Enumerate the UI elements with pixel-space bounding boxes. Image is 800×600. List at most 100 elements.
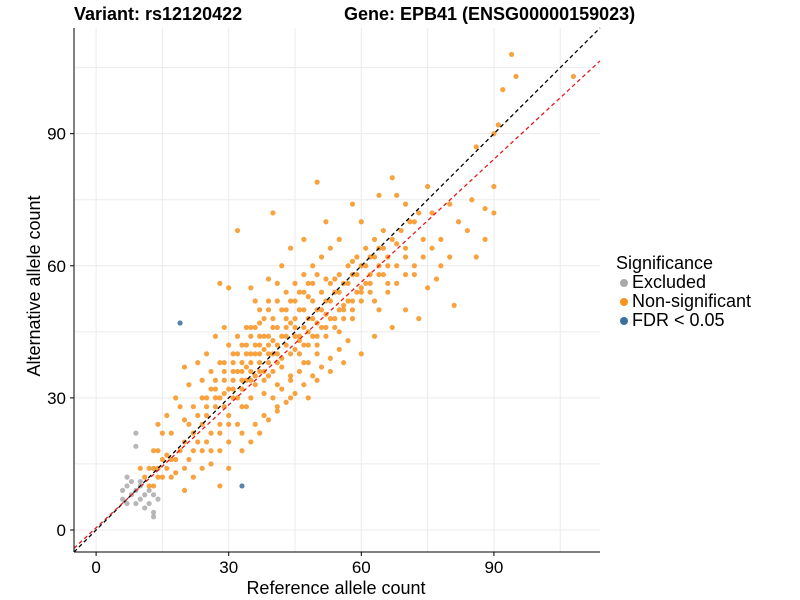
point-non-significant <box>274 382 280 388</box>
point-non-significant <box>248 324 254 331</box>
point-non-significant <box>318 254 325 260</box>
point-non-significant <box>345 298 351 304</box>
point-non-significant <box>296 338 303 344</box>
point-non-significant <box>473 144 479 150</box>
point-excluded <box>150 514 157 520</box>
point-non-significant <box>248 377 254 383</box>
point-non-significant <box>208 461 214 467</box>
point-non-significant <box>274 324 280 331</box>
point-fdr-0-05 <box>239 483 245 489</box>
point-non-significant <box>252 351 258 357</box>
point-non-significant <box>239 430 245 436</box>
point-non-significant <box>429 245 435 251</box>
point-non-significant <box>495 122 501 128</box>
point-non-significant <box>243 324 249 331</box>
point-non-significant <box>279 307 285 313</box>
point-non-significant <box>314 271 320 278</box>
point-non-significant <box>252 324 258 331</box>
point-non-significant <box>270 395 276 401</box>
point-non-significant <box>248 360 254 366</box>
point-non-significant <box>230 377 236 383</box>
point-non-significant <box>349 316 356 322</box>
point-non-significant <box>181 487 188 493</box>
point-non-significant <box>371 254 378 260</box>
point-non-significant <box>195 412 201 419</box>
point-non-significant <box>402 271 409 278</box>
point-non-significant <box>168 474 174 480</box>
point-non-significant <box>292 324 298 331</box>
point-non-significant <box>150 465 157 471</box>
point-non-significant <box>327 280 333 286</box>
point-non-significant <box>341 316 347 322</box>
point-non-significant <box>296 289 303 295</box>
point-non-significant <box>257 342 263 348</box>
point-non-significant <box>217 360 223 366</box>
point-non-significant <box>226 412 232 419</box>
point-non-significant <box>407 219 413 225</box>
point-non-significant <box>310 280 316 286</box>
point-non-significant <box>261 390 267 397</box>
point-non-significant <box>394 241 400 247</box>
point-non-significant <box>186 382 192 388</box>
point-non-significant <box>195 360 201 366</box>
point-non-significant <box>336 236 342 242</box>
legend-label-excluded: Excluded <box>632 272 707 292</box>
point-non-significant <box>363 280 369 286</box>
point-non-significant <box>296 307 303 313</box>
variant-title: Variant: rs12120422 <box>74 4 243 24</box>
point-non-significant <box>239 360 245 366</box>
point-non-significant <box>354 271 360 278</box>
point-non-significant <box>155 448 161 454</box>
point-non-significant <box>482 205 488 212</box>
point-non-significant <box>367 289 373 295</box>
point-non-significant <box>204 439 210 445</box>
point-non-significant <box>248 395 254 401</box>
point-excluded <box>120 496 126 502</box>
point-non-significant <box>327 316 333 322</box>
point-non-significant <box>332 316 338 322</box>
point-non-significant <box>310 316 316 322</box>
point-non-significant <box>186 421 192 427</box>
point-non-significant <box>226 386 232 392</box>
point-non-significant <box>212 333 219 339</box>
point-non-significant <box>274 408 280 414</box>
point-non-significant <box>204 412 210 419</box>
point-non-significant <box>274 351 280 357</box>
point-non-significant <box>402 201 409 207</box>
point-non-significant <box>279 333 285 339</box>
point-non-significant <box>482 236 488 242</box>
point-non-significant <box>265 298 272 304</box>
point-non-significant <box>146 465 152 471</box>
point-non-significant <box>274 280 280 286</box>
point-non-significant <box>305 360 311 366</box>
point-non-significant <box>265 417 272 423</box>
point-non-significant <box>332 324 338 331</box>
point-excluded <box>137 496 143 502</box>
reference-line-fit <box>73 60 601 549</box>
point-non-significant <box>376 271 382 278</box>
point-non-significant <box>212 377 219 383</box>
point-non-significant <box>363 263 369 269</box>
point-non-significant <box>208 386 214 392</box>
point-non-significant <box>217 430 223 436</box>
point-non-significant <box>358 219 364 225</box>
point-non-significant <box>301 360 307 366</box>
point-non-significant <box>150 448 157 454</box>
point-non-significant <box>270 210 276 216</box>
point-non-significant <box>248 333 254 339</box>
point-non-significant <box>239 342 245 348</box>
point-fdr-0-05 <box>177 320 183 326</box>
point-non-significant <box>389 324 395 331</box>
point-non-significant <box>358 298 364 304</box>
point-non-significant <box>376 192 382 198</box>
point-non-significant <box>336 307 342 313</box>
legend-label-non-significant: Non-significant <box>632 291 752 311</box>
point-non-significant <box>265 373 272 379</box>
point-non-significant <box>292 333 298 339</box>
point-non-significant <box>411 271 417 278</box>
point-non-significant <box>394 263 400 269</box>
point-non-significant <box>323 276 329 282</box>
point-excluded <box>133 430 139 436</box>
point-non-significant <box>301 342 307 348</box>
point-non-significant <box>292 280 298 286</box>
